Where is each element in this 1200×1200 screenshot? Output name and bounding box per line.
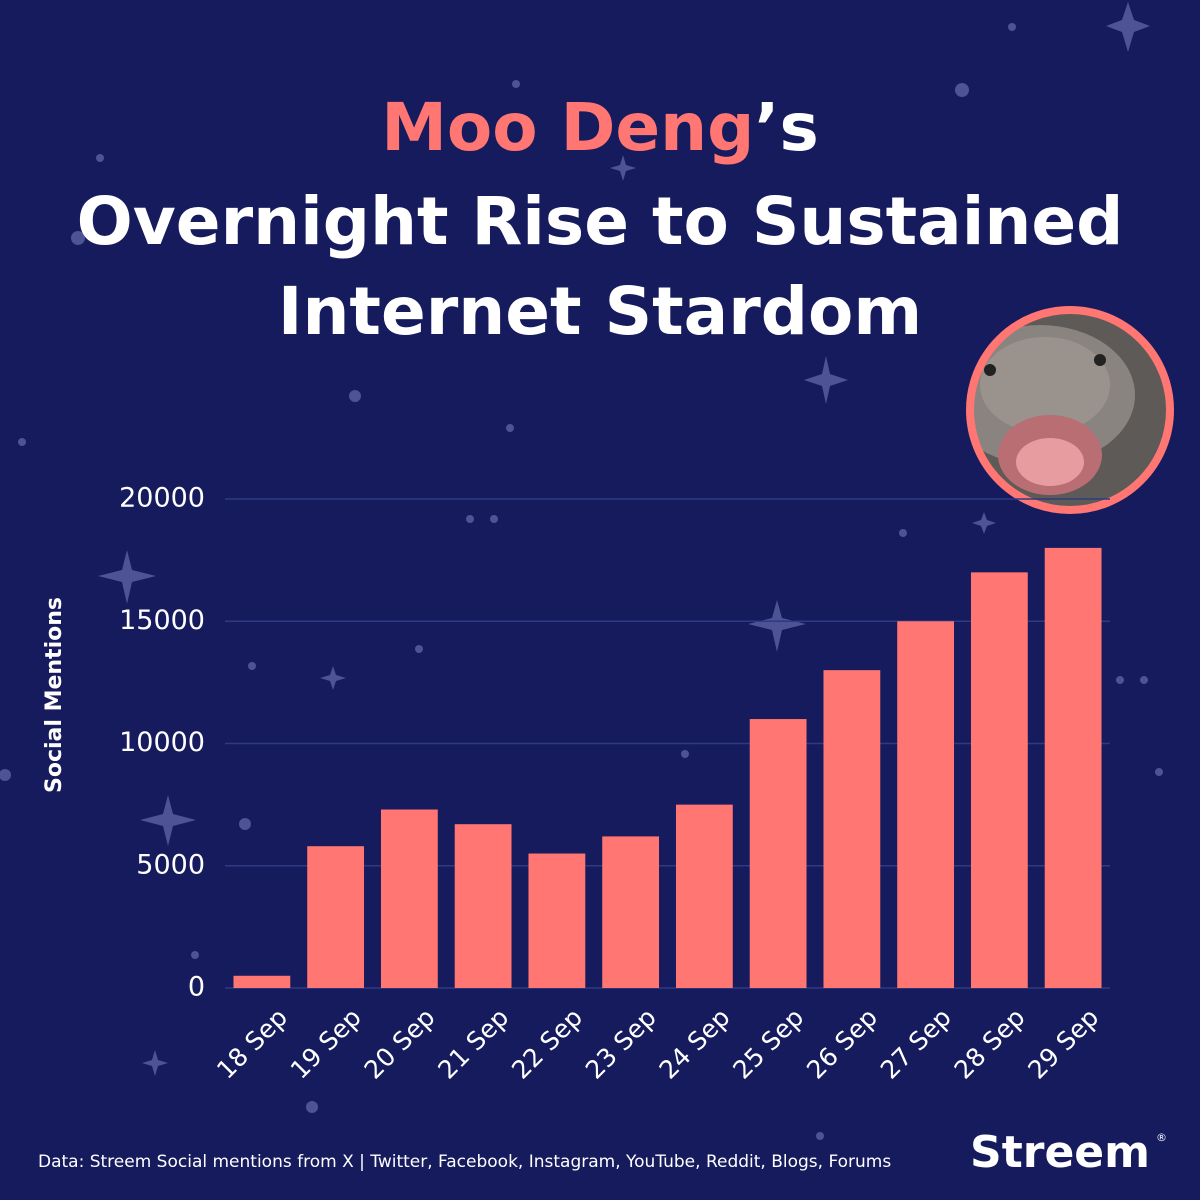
brand-logo: Streem: [970, 1127, 1150, 1178]
source-note: Data: Streem Social mentions from X | Tw…: [38, 1152, 891, 1172]
chart-title-line: Internet Stardom: [278, 273, 922, 350]
y-tick-label: 5000: [136, 849, 205, 880]
title-suffix: ’s: [754, 89, 818, 166]
chart-title-line: Overnight Rise to Sustained: [77, 183, 1124, 260]
bar: [823, 670, 881, 988]
bar: [675, 804, 733, 988]
y-axis-label: Social Mentions: [42, 597, 67, 793]
bar: [970, 572, 1028, 988]
y-tick-label: 10000: [119, 727, 205, 758]
bar: [454, 824, 512, 988]
brand-mark: ®: [1156, 1131, 1167, 1144]
bar: [749, 719, 807, 988]
bar: [528, 853, 586, 988]
y-tick-label: 15000: [119, 605, 205, 636]
photo-frame: [966, 306, 1174, 514]
decoration-stars: [0, 2, 1163, 1140]
bar: [307, 846, 365, 988]
bar: [602, 836, 660, 988]
bar: [233, 975, 291, 988]
y-tick-label: 0: [188, 972, 205, 1003]
photo: [970, 310, 1170, 510]
bar: [1044, 547, 1102, 988]
bar: [897, 621, 955, 988]
chart-title: Moo Deng’s: [381, 89, 818, 166]
y-tick-label: 20000: [119, 483, 205, 514]
bar: [380, 809, 438, 988]
title-highlight: Moo Deng: [381, 89, 754, 166]
